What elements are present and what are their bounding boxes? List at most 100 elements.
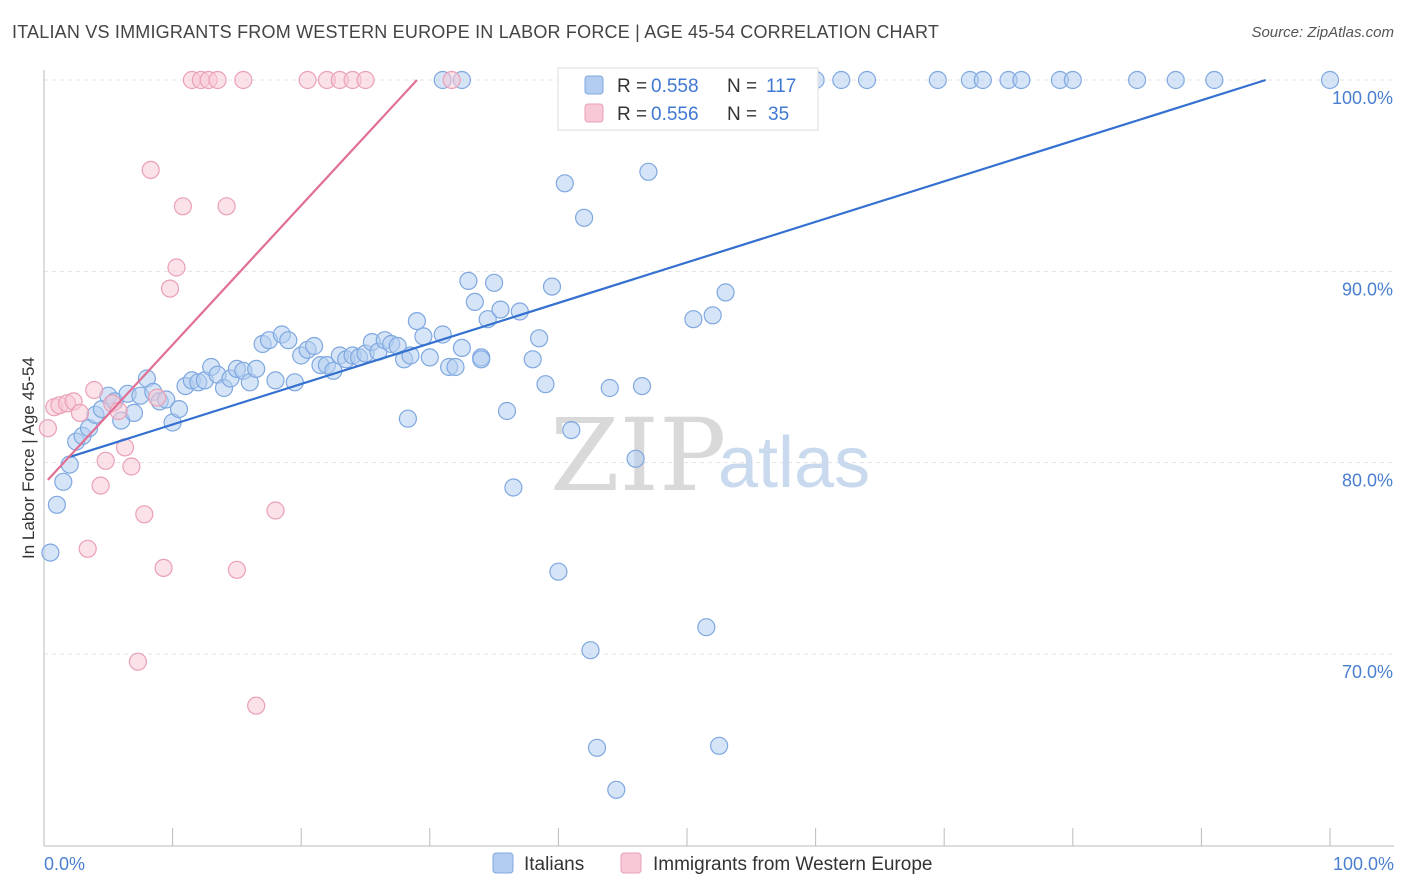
legend-swatch-immigrants: [584, 103, 604, 123]
point-italians: [857, 70, 877, 90]
point-italians: [398, 409, 417, 428]
point-italians: [973, 70, 992, 90]
point-italians: [600, 378, 619, 398]
point-immigrants: [91, 476, 110, 495]
point-italians: [626, 449, 645, 468]
point-immigrants: [96, 451, 115, 470]
point-immigrants: [266, 501, 285, 520]
point-immigrants: [442, 70, 461, 90]
point-italians: [928, 70, 947, 90]
point-italians: [684, 310, 703, 329]
point-italians: [47, 495, 67, 514]
point-immigrants: [141, 160, 160, 179]
source-credit: Source: ZipAtlas.com: [1251, 24, 1394, 41]
point-italians: [54, 472, 73, 491]
point-italians: [562, 421, 581, 440]
point-immigrants: [148, 388, 167, 407]
point-immigrants: [356, 70, 375, 90]
point-italians: [1320, 70, 1340, 90]
series-immigrants: [38, 70, 461, 715]
point-italians: [407, 312, 426, 331]
point-immigrants: [154, 558, 173, 578]
point-italians: [491, 300, 510, 319]
point-italians: [1127, 70, 1147, 90]
legend-n-value-italians: 117: [766, 76, 796, 97]
point-italians: [504, 478, 523, 497]
point-italians: [124, 403, 144, 422]
watermark-atlas: atlas: [718, 423, 870, 503]
legend-r-value-italians: 0.558: [651, 76, 699, 97]
point-italians: [529, 329, 549, 348]
legend-bottom-swatch-immigrants: [620, 852, 642, 874]
point-immigrants: [160, 279, 180, 298]
point-italians: [485, 273, 504, 292]
x-axis-ticks: [43, 828, 1331, 846]
point-italians: [632, 377, 652, 396]
point-italians: [1063, 70, 1082, 90]
point-italians: [279, 331, 298, 350]
point-immigrants: [247, 696, 266, 715]
point-italians: [574, 208, 594, 227]
x-tick-label-max: 100.0%: [1333, 854, 1394, 874]
point-italians: [1012, 70, 1031, 90]
y-tick-label: 70.0%: [1342, 662, 1393, 682]
legend-n-label-immigrants: N =: [727, 104, 757, 125]
trendline-immigrants: [47, 79, 418, 481]
point-italians: [697, 618, 716, 637]
legend-top: R = 0.558 N = 117 R = 0.556 N = 35: [557, 67, 819, 131]
trendline-italians: [69, 78, 1267, 458]
point-italians: [41, 543, 60, 562]
point-italians: [581, 641, 600, 660]
legend-r-value-immigrants: 0.556: [651, 104, 699, 125]
point-italians: [607, 780, 626, 799]
point-italians: [709, 736, 729, 755]
point-italians: [465, 292, 484, 311]
point-immigrants: [85, 380, 104, 400]
y-tick-label: 80.0%: [1342, 471, 1393, 491]
point-italians: [452, 338, 471, 357]
y-axis-label: In Labor Force | Age 45-54: [19, 357, 38, 559]
point-italians: [60, 455, 79, 474]
point-immigrants: [78, 539, 97, 558]
point-immigrants: [38, 419, 58, 438]
y-tick-label: 100.0%: [1332, 88, 1393, 108]
point-immigrants: [135, 505, 154, 524]
point-italians: [247, 359, 266, 378]
point-immigrants: [173, 197, 192, 216]
y-tick-label: 90.0%: [1342, 279, 1393, 299]
point-immigrants: [70, 403, 90, 422]
point-italians: [832, 70, 851, 90]
point-italians: [703, 306, 722, 325]
x-tick-label-min: 0.0%: [44, 854, 85, 874]
point-italians: [555, 174, 574, 193]
legend-r-label-italians: R =: [617, 76, 647, 97]
point-italians: [639, 162, 658, 181]
point-immigrants: [208, 70, 227, 90]
legend-swatch-italians: [584, 75, 604, 95]
point-italians: [549, 562, 568, 581]
point-immigrants: [167, 258, 186, 277]
point-italians: [536, 375, 555, 394]
point-immigrants: [234, 70, 253, 90]
point-italians: [472, 350, 491, 369]
point-italians: [420, 348, 439, 367]
point-italians: [542, 277, 562, 296]
point-italians: [716, 283, 735, 302]
point-immigrants: [122, 457, 141, 476]
point-italians: [414, 327, 433, 346]
chart-title: ITALIAN VS IMMIGRANTS FROM WESTERN EUROP…: [12, 22, 940, 42]
y-tick-labels: 70.0% 80.0% 90.0% 100.0%: [1332, 88, 1393, 682]
point-italians: [1205, 70, 1224, 90]
legend-bottom-label-italians: Italians: [524, 854, 584, 875]
point-immigrants: [128, 652, 147, 671]
point-italians: [587, 738, 607, 757]
point-immigrants: [217, 197, 236, 216]
legend-n-label-italians: N =: [727, 76, 757, 97]
legend-r-label-immigrants: R =: [617, 104, 647, 125]
point-italians: [497, 401, 517, 421]
point-italians: [169, 400, 189, 419]
legend-bottom-swatch-italians: [492, 852, 514, 874]
point-italians: [523, 350, 542, 369]
legend-n-value-immigrants: 35: [768, 104, 789, 125]
